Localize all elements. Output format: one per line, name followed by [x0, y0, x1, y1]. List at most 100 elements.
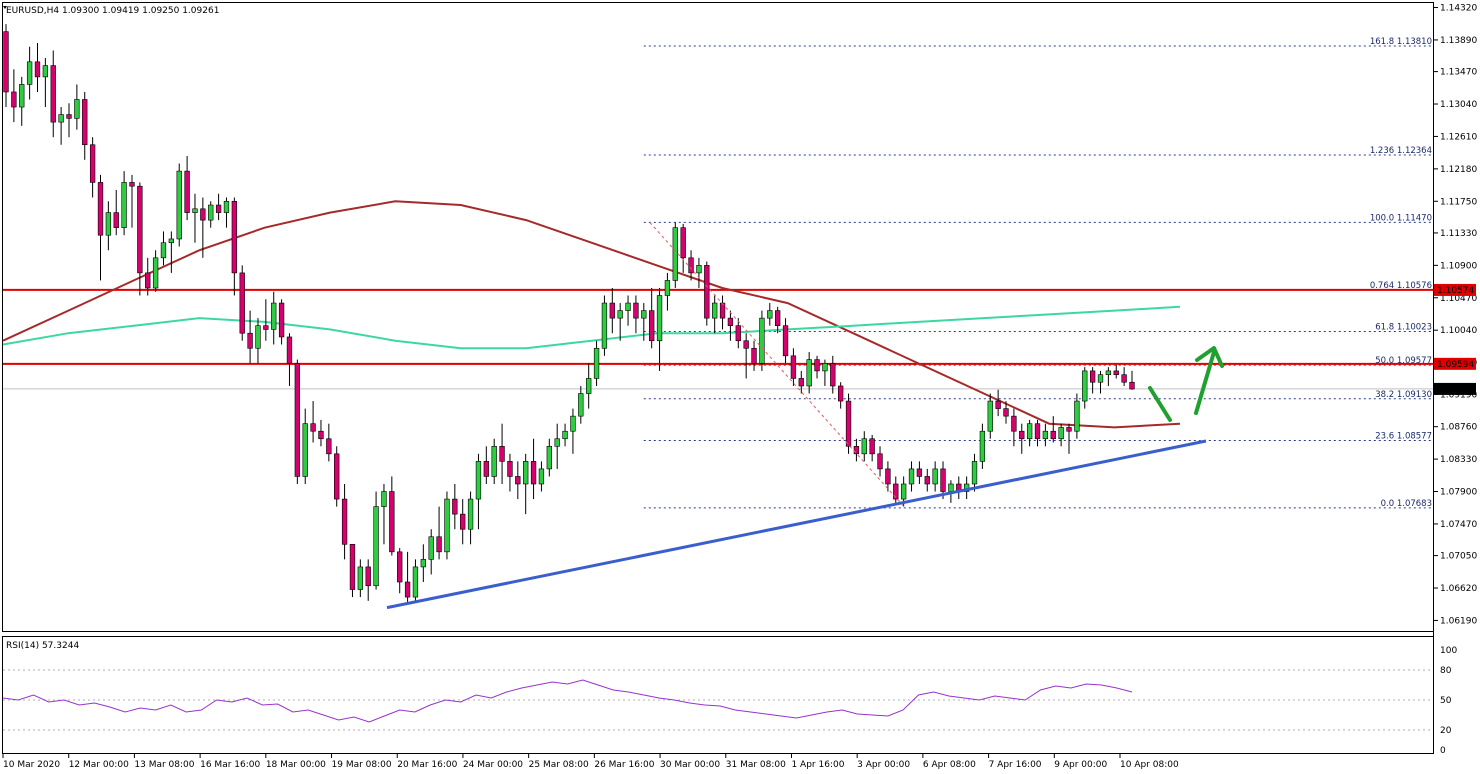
candle-bullish: [617, 310, 623, 319]
candle-bullish: [255, 325, 261, 349]
time-tick-label: 18 Mar 00:00: [266, 760, 326, 770]
candle-bullish: [767, 310, 773, 319]
candle-bearish: [782, 325, 789, 357]
candle-bearish: [688, 257, 694, 274]
candle-bullish: [971, 461, 978, 485]
candle-bullish: [208, 204, 214, 221]
candle-bullish: [1105, 370, 1112, 375]
rsi-tick-label: 20: [1440, 726, 1452, 736]
candle-bearish: [837, 385, 844, 402]
price-tick-label: 1.13890: [1440, 36, 1477, 46]
candle-bearish: [310, 423, 316, 432]
candle-bullish: [1082, 370, 1088, 402]
price-tick-label: 1.13470: [1440, 68, 1477, 78]
candle-bullish: [152, 257, 159, 289]
candle-bearish: [334, 453, 340, 500]
candle-bullish: [538, 468, 545, 485]
price-tick-label: 1.10470: [1440, 294, 1477, 304]
candle-bullish: [523, 461, 529, 485]
candle-bullish: [168, 238, 175, 244]
trendline: [386, 439, 1207, 610]
time-tick-label: 19 Mar 08:00: [332, 760, 392, 770]
candle-bearish: [113, 212, 119, 228]
candle-bullish: [672, 227, 678, 281]
moving-average-line: [2, 305, 1181, 350]
candle-bearish: [704, 265, 710, 319]
candle-bullish: [357, 566, 363, 590]
level-price-tag-text: 1.10574: [1437, 286, 1474, 296]
candle-bearish: [1089, 370, 1096, 383]
candle-bearish: [34, 61, 41, 78]
candle-bearish: [814, 359, 820, 372]
candle-bearish: [278, 302, 285, 338]
rsi-panel: 100 80 50 20 0: [2, 646, 1457, 756]
candle-bearish: [184, 170, 190, 213]
time-tick-label: 16 Mar 16:00: [200, 760, 260, 770]
candle-bearish: [680, 227, 686, 259]
time-tick-label: 10 Apr 08:00: [1120, 760, 1179, 770]
price-tick-label: 1.07470: [1440, 520, 1477, 530]
candle-bearish: [1129, 381, 1135, 390]
moving-average-line: [2, 200, 1181, 429]
candle-bullish: [42, 65, 49, 78]
candle-bullish: [759, 317, 765, 364]
price-tick-label: 1.06620: [1440, 584, 1477, 594]
candle-bullish: [562, 430, 568, 440]
candle-bullish: [586, 378, 592, 394]
candle-bearish: [97, 182, 104, 236]
candle-bullish: [223, 200, 230, 213]
candle-bullish: [696, 265, 702, 274]
level-price-labels: 1.10574 1.09594 1.09261: [1434, 283, 1476, 395]
drawings: [386, 222, 1224, 610]
price-tick-label: 1.07900: [1440, 488, 1477, 498]
candle-bullish: [900, 483, 907, 500]
candle-bearish: [404, 581, 411, 598]
candle-bearish: [397, 551, 403, 583]
candle-bearish: [389, 491, 395, 553]
candle-bearish: [530, 461, 537, 485]
candles: [3, 24, 1135, 605]
rsi-line: [2, 679, 1133, 723]
candle-bearish: [1019, 430, 1025, 440]
candle-bearish: [853, 445, 860, 455]
time-tick-label: 30 Mar 00:00: [660, 760, 720, 770]
time-tick-label: 9 Apr 00:00: [1054, 760, 1107, 770]
price-tick-label: 1.09190: [1440, 390, 1477, 400]
price-axis: 1.14320 1.13890 1.13470 1.13040 1.12610 1.121…: [1433, 4, 1477, 626]
candle-bearish: [365, 566, 371, 587]
time-tick-label: 25 Mar 08:00: [529, 760, 589, 770]
time-tick-label: 13 Mar 08:00: [134, 760, 194, 770]
candle-bearish: [735, 325, 741, 342]
fib-level-label: 61.8 1.10023: [1375, 322, 1432, 332]
candle-bearish: [1050, 430, 1056, 440]
fib-level-label: 0.764 1.10576: [1370, 281, 1432, 291]
time-tick-label: 24 Mar 00:00: [463, 760, 523, 770]
candle-bullish: [271, 302, 277, 330]
candle-bearish: [609, 302, 615, 319]
candle-bullish: [979, 430, 986, 462]
candle-bearish: [499, 445, 505, 462]
candle-bearish: [775, 310, 781, 326]
candle-bearish: [294, 363, 301, 477]
candle-bullish: [412, 566, 419, 598]
rsi-tick-label: 0: [1440, 746, 1446, 756]
rsi-panel-frame: [2, 636, 1434, 754]
fib-level-label: 50.0 1.09577: [1375, 356, 1432, 366]
candle-bearish: [215, 204, 222, 213]
candle-bullish: [987, 400, 993, 432]
fib-level-label: 0.0 1.07683: [1381, 499, 1432, 509]
candle-bearish: [349, 544, 356, 590]
candle-bearish: [633, 302, 639, 319]
candle-bearish: [869, 438, 875, 455]
candle-bearish: [3, 31, 9, 93]
candle-bullish: [105, 212, 112, 236]
candle-bearish: [129, 182, 135, 187]
candle-bullish: [19, 84, 25, 108]
candle-bearish: [460, 513, 466, 530]
candle-bullish: [932, 468, 938, 485]
time-tick-label: 1 Apr 16:00: [791, 760, 844, 770]
candle-bearish: [940, 468, 946, 492]
time-tick-label: 12 Mar 00:00: [69, 760, 129, 770]
candle-bearish: [1113, 370, 1119, 375]
